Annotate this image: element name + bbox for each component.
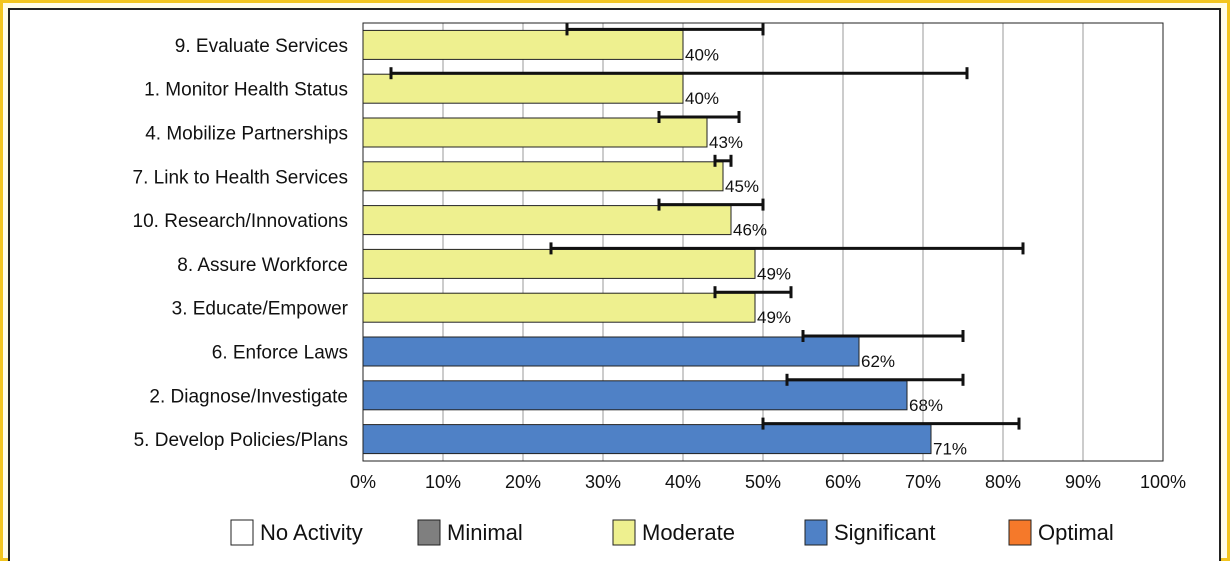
legend-swatch: [417, 519, 441, 546]
bar: [362, 292, 756, 323]
x-tick-label: 70%: [905, 472, 941, 492]
category-label: 10. Research/Innovations: [133, 211, 348, 232]
x-tick-label: 20%: [505, 472, 541, 492]
x-tick-label: 50%: [745, 472, 781, 492]
legend-swatch: [612, 519, 636, 546]
category-label: 2. Diagnose/Investigate: [149, 386, 348, 407]
data-label: 45%: [725, 177, 759, 196]
bar: [362, 117, 708, 148]
category-label: 4. Mobilize Partnerships: [145, 124, 348, 145]
data-label: 40%: [685, 45, 719, 64]
category-label: 8. Assure Workforce: [177, 255, 348, 276]
legend-label: Optimal: [1038, 520, 1114, 545]
category-label: 9. Evaluate Services: [175, 36, 348, 57]
legend-swatch: [230, 519, 254, 546]
data-label: 49%: [757, 308, 791, 327]
data-label: 43%: [709, 133, 743, 152]
legend-label: Minimal: [447, 520, 523, 545]
x-tick-label: 80%: [985, 472, 1021, 492]
category-label: 6. Enforce Laws: [212, 343, 348, 364]
bar: [362, 73, 684, 104]
bar: [362, 380, 908, 411]
x-tick-label: 10%: [425, 472, 461, 492]
bar: [362, 29, 684, 60]
category-label: 1. Monitor Health Status: [144, 80, 348, 101]
data-label: 62%: [861, 352, 895, 371]
data-label: 40%: [685, 89, 719, 108]
x-tick-label: 40%: [665, 472, 701, 492]
bar: [362, 336, 860, 367]
x-tick-label: 60%: [825, 472, 861, 492]
category-label: 7. Link to Health Services: [133, 167, 348, 188]
category-label: 5. Develop Policies/Plans: [134, 430, 348, 451]
legend-swatch: [804, 519, 828, 546]
data-label: 46%: [733, 221, 767, 240]
data-label: 71%: [933, 440, 967, 459]
bar: [362, 424, 932, 455]
x-tick-label: 0%: [350, 472, 376, 492]
data-label: 68%: [909, 396, 943, 415]
category-label: 3. Educate/Empower: [172, 299, 349, 320]
legend-label: Significant: [834, 520, 936, 545]
bar: [362, 161, 724, 192]
data-label: 49%: [757, 264, 791, 283]
legend-swatch: [1008, 519, 1032, 546]
x-tick-label: 100%: [1140, 472, 1186, 492]
bar: [362, 205, 732, 236]
legend-label: No Activity: [260, 520, 363, 545]
legend-label: Moderate: [642, 520, 735, 545]
plot-border: [362, 22, 1164, 462]
x-tick-label: 90%: [1065, 472, 1101, 492]
x-tick-label: 30%: [585, 472, 621, 492]
bar: [362, 248, 756, 279]
